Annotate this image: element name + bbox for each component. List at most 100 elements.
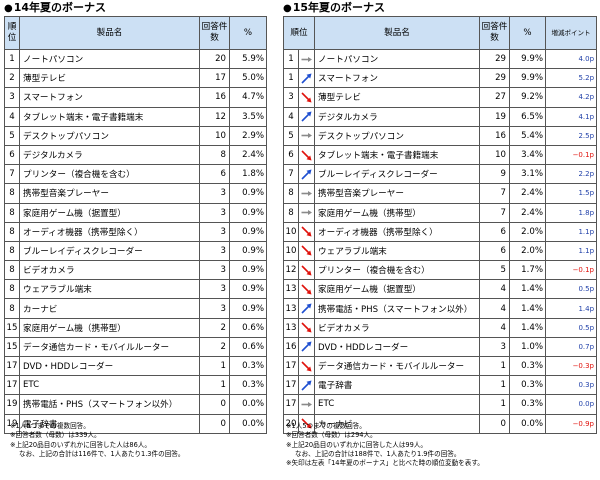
count-cell: 3	[199, 183, 230, 204]
change-cell: 0.7p	[545, 336, 598, 358]
count-cell: 1	[479, 375, 511, 396]
table-row: 13 家庭用ゲーム機（据置型） 4 1.4% 0.5p	[283, 279, 598, 300]
count-cell: 29	[479, 68, 511, 89]
header-count: 回答件数	[199, 16, 230, 50]
percent-cell: 1.0%	[509, 336, 547, 358]
arrow-up-icon	[297, 106, 316, 127]
percent-cell: 0.9%	[229, 183, 267, 204]
arrow-down-icon	[297, 260, 316, 281]
arrow-down-icon	[297, 240, 316, 262]
product-name-cell: プリンター（複合機を含む）	[314, 260, 481, 281]
rank-cell: 12	[283, 260, 299, 281]
percent-cell: 0.0%	[509, 413, 547, 434]
percent-cell: 9.9%	[509, 48, 547, 70]
rank-cell: 5	[283, 125, 299, 146]
rank-cell: 8	[4, 240, 20, 262]
change-cell: 1.1p	[545, 221, 598, 242]
arrow-up-icon	[297, 298, 316, 319]
count-cell: 3	[199, 260, 230, 281]
percent-cell: 1.4%	[509, 298, 547, 319]
arrow-up-icon	[297, 164, 316, 185]
change-cell: 5.2p	[545, 68, 598, 89]
count-cell: 9	[479, 164, 511, 185]
rank-cell: 2	[4, 68, 20, 89]
product-name-cell: タブレット端末・電子書籍端末	[314, 144, 481, 166]
bullet-icon: ●	[4, 3, 13, 14]
rank-cell: 8	[4, 202, 20, 223]
percent-cell: 2.4%	[509, 183, 547, 204]
note-line: ※回答者数（母数）は294人。	[286, 431, 377, 440]
rank-cell: 8	[283, 183, 299, 204]
count-cell: 0	[479, 413, 511, 434]
count-cell: 2	[199, 336, 230, 358]
count-cell: 6	[199, 164, 230, 185]
rank-cell: 17	[283, 375, 299, 396]
rank-cell: 6	[4, 144, 20, 166]
table-row: 4 デジタルカメラ 19 6.5% 4.1p	[283, 106, 598, 127]
bullet-icon: ●	[283, 3, 292, 14]
table-row: 8 ウェアラブル端末 3 0.9%	[4, 279, 267, 300]
count-cell: 3	[199, 298, 230, 319]
product-name-cell: DVD・HDDレコーダー	[19, 355, 200, 377]
count-cell: 7	[479, 202, 511, 223]
rank-cell: 17	[283, 355, 299, 377]
product-name-cell: デスクトップパソコン	[19, 125, 200, 146]
table-row: 8 ブルーレイディスクレコーダー 3 0.9%	[4, 240, 267, 262]
percent-cell: 0.3%	[509, 394, 547, 415]
rank-cell: 6	[283, 144, 299, 166]
change-cell: 4.1p	[545, 106, 598, 127]
count-cell: 16	[479, 125, 511, 146]
percent-cell: 0.9%	[229, 240, 267, 262]
arrow-right-icon	[297, 125, 316, 146]
percent-cell: 0.0%	[229, 413, 267, 434]
percent-cell: 3.4%	[509, 144, 547, 166]
rank-cell: 13	[283, 279, 299, 300]
rank-cell: 16	[283, 336, 299, 358]
percent-cell: 4.7%	[229, 87, 267, 108]
table-row: 8 オーディオ機器（携帯型除く） 3 0.9%	[4, 221, 267, 242]
product-name-cell: デジタルカメラ	[314, 106, 481, 127]
table-row: 8 カーナビ 3 0.9%	[4, 298, 267, 319]
percent-cell: 2.9%	[229, 125, 267, 146]
count-cell: 16	[199, 87, 230, 108]
rank-cell: 1	[283, 48, 299, 70]
table-row: 8 携帯型音楽プレーヤー 7 2.4% 1.5p	[283, 183, 598, 204]
count-cell: 2	[199, 317, 230, 338]
table-row: 3 スマートフォン 16 4.7%	[4, 87, 267, 108]
change-cell: 0.5p	[545, 317, 598, 338]
percent-cell: 5.4%	[509, 125, 547, 146]
product-name-cell: デスクトップパソコン	[314, 125, 481, 146]
arrow-up-icon	[297, 336, 316, 358]
count-cell: 29	[479, 48, 511, 70]
change-cell: −0.1p	[545, 144, 598, 166]
change-cell: 2.5p	[545, 125, 598, 146]
rank-cell: 8	[4, 298, 20, 319]
percent-cell: 1.4%	[509, 317, 547, 338]
product-name-cell: ブルーレイディスクレコーダー	[314, 164, 481, 185]
table-row: 15 データ通信カード・モバイルルーター 2 0.6%	[4, 336, 267, 358]
product-name-cell: スマートフォン	[314, 68, 481, 89]
count-cell: 4	[479, 317, 511, 338]
table-row: 13 携帯電話・PHS（スマートフォン以外） 4 1.4% 1.4p	[283, 298, 598, 319]
table-row: 8 ビデオカメラ 3 0.9%	[4, 260, 267, 281]
header-percent: %	[509, 16, 547, 50]
count-cell: 17	[199, 68, 230, 89]
count-cell: 1	[199, 355, 230, 377]
rank-cell: 17	[4, 355, 20, 377]
product-name-cell: データ通信カード・モバイルルーター	[19, 336, 200, 358]
arrow-down-icon	[297, 317, 316, 338]
product-name-cell: 家庭用ゲーム機（据置型）	[19, 202, 200, 223]
table-row: 17 DVD・HDDレコーダー 1 0.3%	[4, 355, 267, 377]
product-name-cell: 家庭用ゲーム機（据置型）	[314, 279, 481, 300]
percent-cell: 0.9%	[229, 221, 267, 242]
arrow-down-icon	[297, 144, 316, 166]
change-cell: 0.3p	[545, 375, 598, 396]
change-cell: 4.2p	[545, 87, 598, 108]
table-row: 17 ETC 1 0.3%	[4, 375, 267, 396]
percent-cell: 0.0%	[229, 394, 267, 415]
count-cell: 19	[479, 106, 511, 127]
table-row: 16 DVD・HDDレコーダー 3 1.0% 0.7p	[283, 336, 598, 358]
rank-cell: 8	[4, 279, 20, 300]
note-line: ※1人5つまでの複数回答。	[286, 422, 366, 430]
change-cell: 4.0p	[545, 48, 598, 70]
